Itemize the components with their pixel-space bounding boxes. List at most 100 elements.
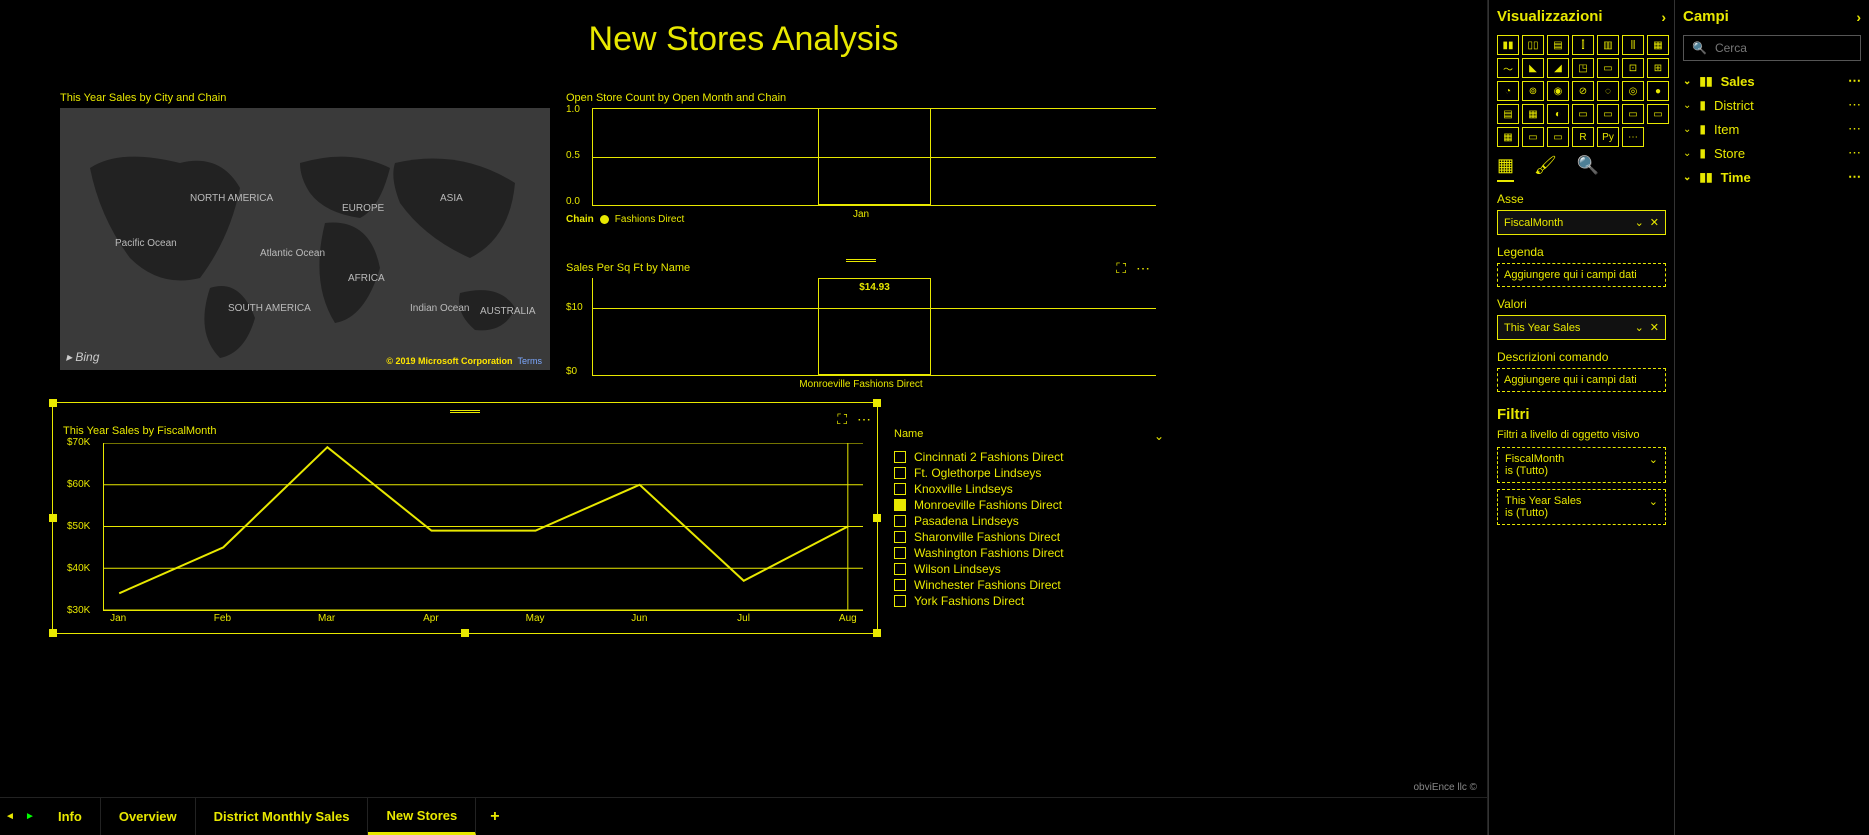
slicer-item[interactable]: Winchester Fashions Direct	[894, 578, 1164, 592]
viz-type-button[interactable]: R	[1572, 127, 1594, 147]
checkbox-icon[interactable]	[894, 595, 906, 607]
terms-link[interactable]: Terms	[518, 356, 543, 366]
field-table-item[interactable]: ⌄▮Item⋯	[1683, 121, 1861, 137]
slicer-item[interactable]: Wilson Lindseys	[894, 562, 1164, 576]
viz-type-button[interactable]: ▥	[1597, 35, 1619, 55]
viz-type-button[interactable]: ▭	[1597, 58, 1619, 78]
viz-type-button[interactable]: ⫿	[1572, 35, 1594, 55]
field-table-district[interactable]: ⌄▮District⋯	[1683, 97, 1861, 113]
checkbox-icon[interactable]	[894, 563, 906, 575]
viz-type-button[interactable]: ◳	[1572, 58, 1594, 78]
slicer-item[interactable]: Ft. Oglethorpe Lindseys	[894, 466, 1164, 480]
checkbox-icon[interactable]	[894, 547, 906, 559]
viz-type-button[interactable]: ◢	[1547, 58, 1569, 78]
viz-type-button[interactable]: ▦	[1647, 35, 1669, 55]
more-options-icon[interactable]: ⋯	[1848, 145, 1861, 161]
viz-type-button[interactable]: ⋯	[1622, 127, 1644, 147]
viz-type-button[interactable]: ⊘	[1572, 81, 1594, 101]
more-options-icon[interactable]: ⋯	[1848, 169, 1861, 185]
viz-type-button[interactable]: ◉	[1547, 81, 1569, 101]
viz-type-button[interactable]: ◔	[1497, 81, 1519, 101]
format-well-tab[interactable]: 🖌	[1534, 155, 1557, 182]
more-options-icon[interactable]: ⋯	[1848, 73, 1861, 89]
field-table-store[interactable]: ⌄▮Store⋯	[1683, 145, 1861, 161]
analytics-well-tab[interactable]: 🔍	[1577, 155, 1599, 182]
viz-type-button[interactable]: ▭	[1622, 104, 1644, 124]
viz-type-button[interactable]: ▯▯	[1522, 35, 1544, 55]
well-legenda-drop[interactable]: Aggiungere qui i campi dati	[1497, 263, 1666, 287]
checkbox-icon[interactable]	[894, 579, 906, 591]
viz-type-button[interactable]: ▦	[1497, 127, 1519, 147]
visual-salespersqft[interactable]: ⛶ ⋯ Sales Per Sq Ft by Name $10 $0 $14.9…	[566, 262, 1156, 394]
checkbox-icon[interactable]	[894, 499, 906, 511]
tab-district-monthly-sales[interactable]: District Monthly Sales	[196, 798, 369, 835]
slicer-item[interactable]: Knoxville Lindseys	[894, 482, 1164, 496]
viz-type-button[interactable]: ◣	[1522, 58, 1544, 78]
slicer-item[interactable]: Cincinnati 2 Fashions Direct	[894, 450, 1164, 464]
slicer-item[interactable]: Washington Fashions Direct	[894, 546, 1164, 560]
viz-type-button[interactable]: ⊡	[1622, 58, 1644, 78]
viz-type-button[interactable]: ▭	[1547, 127, 1569, 147]
viz-type-button[interactable]: ◎	[1622, 81, 1644, 101]
field-table-time[interactable]: ⌄▮▮Time⋯	[1683, 169, 1861, 185]
viz-type-button[interactable]: Py	[1597, 127, 1619, 147]
checkbox-icon[interactable]	[894, 483, 906, 495]
well-valori-field[interactable]: This Year Sales ⌄✕	[1497, 315, 1666, 340]
tab-next-icon[interactable]: ►	[20, 798, 40, 835]
tab-info[interactable]: Info	[40, 798, 101, 835]
checkbox-icon[interactable]	[894, 531, 906, 543]
viz-type-button[interactable]: ▭	[1647, 104, 1669, 124]
viz-type-button[interactable]: ▮▮	[1497, 35, 1519, 55]
tab-prev-icon[interactable]: ◄	[0, 798, 20, 835]
drag-handle-icon[interactable]	[846, 258, 876, 264]
collapse-pane-icon[interactable]: ›	[1856, 9, 1861, 25]
tab-new-stores[interactable]: New Stores	[368, 798, 476, 835]
well-tooltip-drop[interactable]: Aggiungere qui i campi dati	[1497, 368, 1666, 392]
viz-type-button[interactable]: ▭	[1597, 104, 1619, 124]
chevron-down-icon[interactable]: ⌄	[1154, 429, 1164, 443]
fields-well-tab[interactable]: ▦	[1497, 155, 1514, 182]
viz-type-button[interactable]: ▤	[1547, 35, 1569, 55]
viz-type-button[interactable]: ▭	[1572, 104, 1594, 124]
focus-mode-icon[interactable]: ⛶	[837, 411, 847, 428]
field-table-sales[interactable]: ⌄▮▮Sales⋯	[1683, 73, 1861, 89]
viz-type-button[interactable]: ◌	[1597, 81, 1619, 101]
fields-search-input[interactable]: 🔍 Cerca	[1683, 35, 1861, 61]
visual-linechart[interactable]: ⛶ ⋯ This Year Sales by FiscalMonth $30K$…	[52, 402, 878, 634]
slicer-item[interactable]: Sharonville Fashions Direct	[894, 530, 1164, 544]
slicer-item[interactable]: Monroeville Fashions Direct	[894, 498, 1164, 512]
viz-type-button[interactable]: ⫼	[1622, 35, 1644, 55]
more-options-icon[interactable]: ⋯	[857, 411, 871, 428]
visual-slicer[interactable]: Name ⌄ Cincinnati 2 Fashions DirectFt. O…	[894, 428, 1164, 610]
visual-openstore[interactable]: Open Store Count by Open Month and Chain…	[566, 92, 1156, 252]
tab-overview[interactable]: Overview	[101, 798, 196, 835]
tab-add-button[interactable]: +	[476, 798, 513, 835]
viz-type-button[interactable]: ⊚	[1522, 81, 1544, 101]
viz-type-button[interactable]: ▤	[1497, 104, 1519, 124]
slicer-item[interactable]: York Fashions Direct	[894, 594, 1164, 608]
well-asse-field[interactable]: FiscalMonth ⌄✕	[1497, 210, 1666, 235]
slicer-item[interactable]: Pasadena Lindseys	[894, 514, 1164, 528]
checkbox-icon[interactable]	[894, 515, 906, 527]
filter-card[interactable]: FiscalMonthis (Tutto)⌄	[1497, 447, 1666, 483]
viz-type-button[interactable]: ●	[1647, 81, 1669, 101]
viz-type-button[interactable]: 〜	[1497, 58, 1519, 78]
viz-type-button[interactable]: ▦	[1522, 104, 1544, 124]
drag-handle-icon[interactable]	[450, 409, 480, 415]
collapse-pane-icon[interactable]: ›	[1661, 9, 1666, 25]
remove-icon[interactable]: ✕	[1650, 321, 1659, 334]
viz-type-button[interactable]: ⊞	[1647, 58, 1669, 78]
chevron-down-icon[interactable]: ⌄	[1635, 216, 1644, 229]
viz-type-button[interactable]: ◐	[1547, 104, 1569, 124]
chevron-down-icon[interactable]: ⌄	[1635, 321, 1644, 334]
remove-icon[interactable]: ✕	[1650, 216, 1659, 229]
viz-type-button[interactable]: ▭	[1522, 127, 1544, 147]
visual-map[interactable]: This Year Sales by City and Chain NORTH …	[60, 92, 550, 374]
checkbox-icon[interactable]	[894, 451, 906, 463]
more-options-icon[interactable]: ⋯	[1136, 260, 1150, 277]
more-options-icon[interactable]: ⋯	[1848, 97, 1861, 113]
more-options-icon[interactable]: ⋯	[1848, 121, 1861, 137]
checkbox-icon[interactable]	[894, 467, 906, 479]
focus-mode-icon[interactable]: ⛶	[1116, 260, 1126, 277]
filter-card[interactable]: This Year Salesis (Tutto)⌄	[1497, 489, 1666, 525]
